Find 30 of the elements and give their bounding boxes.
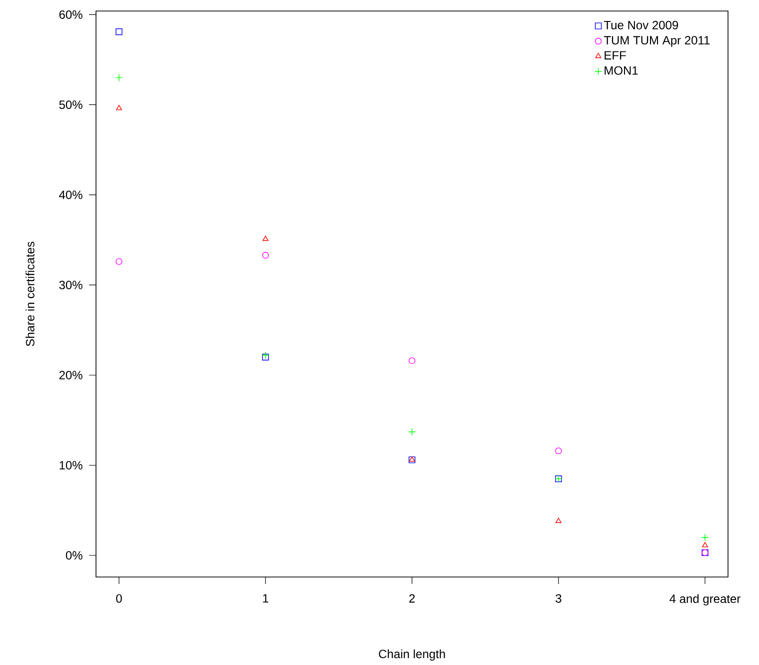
y-tick-label: 40% xyxy=(59,190,82,200)
point xyxy=(555,448,562,454)
x-tick-label: 3 xyxy=(556,594,562,603)
legend-label: Tue Nov 2009 xyxy=(604,21,678,30)
point xyxy=(116,258,122,266)
legend-label: EFF xyxy=(604,51,626,60)
y-tick-label: 60% xyxy=(59,10,82,20)
point xyxy=(701,534,709,542)
y-tick-label: 0% xyxy=(66,551,82,560)
point xyxy=(408,428,416,436)
point xyxy=(262,236,268,242)
point xyxy=(116,28,122,36)
x-tick-label: 1 xyxy=(263,594,268,603)
legend-label: MON1 xyxy=(604,66,638,75)
point xyxy=(115,74,123,82)
point xyxy=(262,252,269,259)
y-tick-label: 10% xyxy=(60,461,82,470)
point xyxy=(702,542,708,548)
y-tick-label: 20% xyxy=(59,371,82,380)
point xyxy=(116,105,122,110)
x-tick-label: 2 xyxy=(409,594,415,603)
y-tick-label: 30% xyxy=(59,280,82,290)
legend-label: TUM TUM Apr 2011 xyxy=(604,36,710,48)
y-axis-title: Share in certificates xyxy=(26,242,34,346)
x-tick-label: 0 xyxy=(116,594,122,603)
y-tick-label: 50% xyxy=(59,100,82,110)
point xyxy=(556,518,562,524)
x-axis-title: Chain length xyxy=(378,650,445,661)
x-tick-label: 4 and greater xyxy=(670,594,740,606)
point xyxy=(408,358,416,364)
